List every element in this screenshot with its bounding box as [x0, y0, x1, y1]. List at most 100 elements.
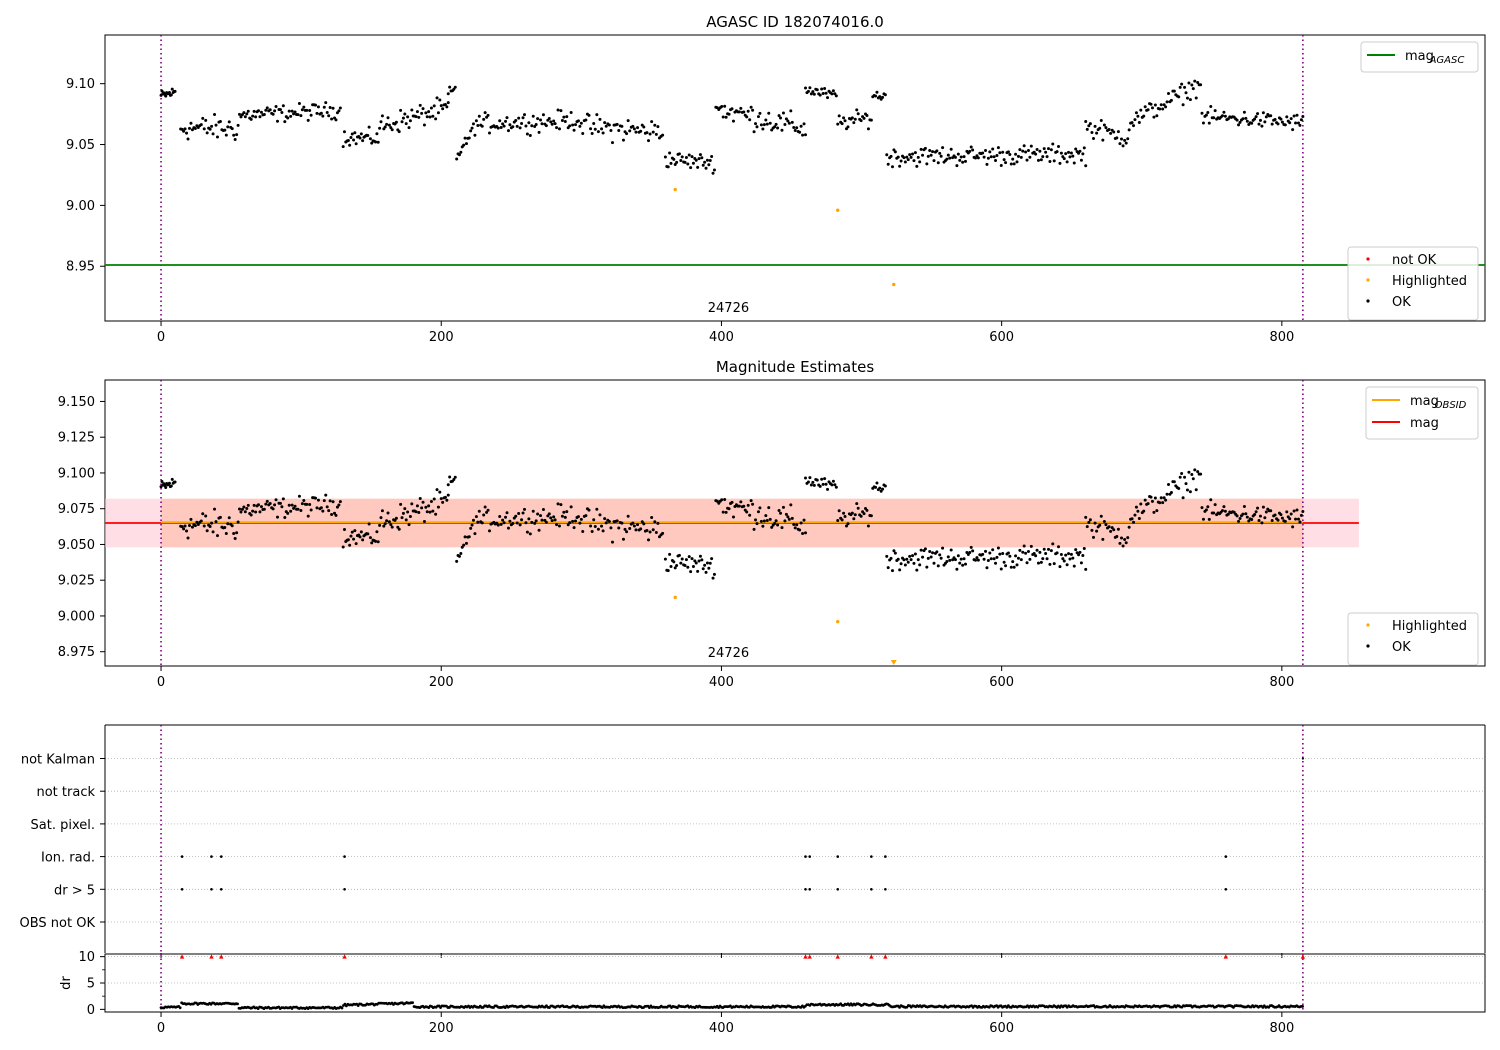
ok-point — [251, 114, 255, 118]
ok-point — [808, 86, 812, 90]
ok-point — [893, 150, 897, 154]
ok-point — [1164, 498, 1168, 502]
ion-rad-flag-point — [836, 855, 840, 858]
ok-point — [518, 126, 522, 130]
ok-point — [984, 148, 988, 152]
ok-point — [319, 111, 323, 115]
legend-marker — [1366, 278, 1370, 282]
ok-point — [625, 132, 629, 136]
ok-point — [1298, 520, 1302, 524]
ok-point — [324, 493, 328, 497]
ok-point — [1046, 547, 1050, 551]
ok-point — [555, 523, 559, 527]
ok-point — [578, 521, 582, 525]
ok-point — [544, 520, 548, 524]
ok-point — [755, 522, 759, 526]
ok-point — [1049, 549, 1053, 553]
ok-point — [1045, 155, 1049, 159]
ok-point — [1153, 103, 1157, 107]
ok-point — [223, 128, 227, 132]
ok-point — [367, 125, 371, 129]
ok-point — [842, 116, 846, 120]
ok-point — [505, 511, 509, 515]
ok-point — [383, 522, 387, 526]
ok-point — [712, 168, 716, 172]
ok-point — [991, 548, 995, 552]
ok-point — [691, 564, 695, 568]
ok-point — [1159, 496, 1163, 500]
y-tick-label: 9.050 — [58, 538, 95, 553]
ok-point — [403, 507, 407, 511]
ok-point — [919, 548, 923, 552]
ok-point — [1057, 144, 1061, 148]
ok-point — [598, 513, 602, 517]
ok-point — [902, 156, 906, 160]
ok-point — [996, 146, 1000, 150]
ok-point — [496, 523, 500, 527]
ok-point — [428, 510, 432, 514]
ok-point — [1025, 561, 1029, 565]
ok-point — [302, 105, 306, 109]
ok-point — [696, 165, 700, 169]
ok-point — [1237, 519, 1241, 523]
ok-point — [596, 527, 600, 531]
ok-point — [394, 120, 398, 124]
ok-point — [522, 507, 526, 511]
ok-point — [694, 158, 698, 162]
ok-point — [330, 117, 334, 121]
ok-point — [459, 551, 463, 555]
ok-point — [1102, 519, 1106, 523]
ok-point — [1289, 512, 1293, 516]
ok-point — [777, 114, 781, 118]
ok-point — [1002, 560, 1006, 564]
ok-point — [834, 485, 838, 489]
ok-point — [799, 521, 803, 525]
ok-point — [517, 511, 521, 515]
ok-point — [919, 147, 923, 151]
ok-point — [1081, 152, 1085, 156]
ok-point — [818, 484, 822, 488]
ok-point — [975, 556, 979, 560]
ok-point — [1116, 130, 1120, 134]
ok-point — [923, 146, 927, 150]
legend-marker — [1366, 299, 1370, 303]
ok-point — [911, 554, 915, 558]
ok-point — [651, 528, 655, 532]
ok-point — [366, 134, 370, 138]
ok-point — [319, 506, 323, 510]
ok-point — [173, 480, 177, 484]
ok-point — [1263, 516, 1267, 520]
ok-point — [1002, 158, 1006, 162]
ok-point — [751, 502, 755, 506]
ok-point — [420, 111, 424, 115]
ok-point — [656, 125, 660, 129]
ok-point — [831, 479, 835, 483]
ok-point — [677, 152, 681, 156]
ok-point — [258, 510, 262, 514]
ok-point — [939, 154, 943, 158]
ok-point — [988, 150, 992, 154]
ok-point — [1124, 541, 1128, 545]
ok-point — [511, 125, 515, 129]
ok-point — [739, 500, 743, 504]
ok-point — [1067, 150, 1071, 154]
ok-point — [758, 506, 762, 510]
ok-point — [400, 516, 404, 520]
ok-point — [501, 518, 505, 522]
ok-point — [306, 118, 310, 122]
ok-point — [471, 122, 475, 126]
ok-point — [517, 116, 521, 120]
ok-point — [1165, 492, 1169, 496]
ok-point — [765, 518, 769, 522]
ok-point — [315, 111, 319, 115]
ok-point — [648, 132, 652, 136]
ok-point — [1012, 162, 1016, 166]
middle-panel: 24726 0 200 400 600 800 8.975 9.000 9.025 9.050 9.… — [58, 379, 1486, 690]
ok-point — [488, 131, 492, 135]
ok-point — [353, 131, 357, 135]
ok-point — [856, 506, 860, 510]
ok-point — [1296, 517, 1300, 521]
ok-point — [1238, 516, 1242, 520]
ok-point — [455, 157, 459, 161]
ok-point — [1204, 508, 1208, 512]
